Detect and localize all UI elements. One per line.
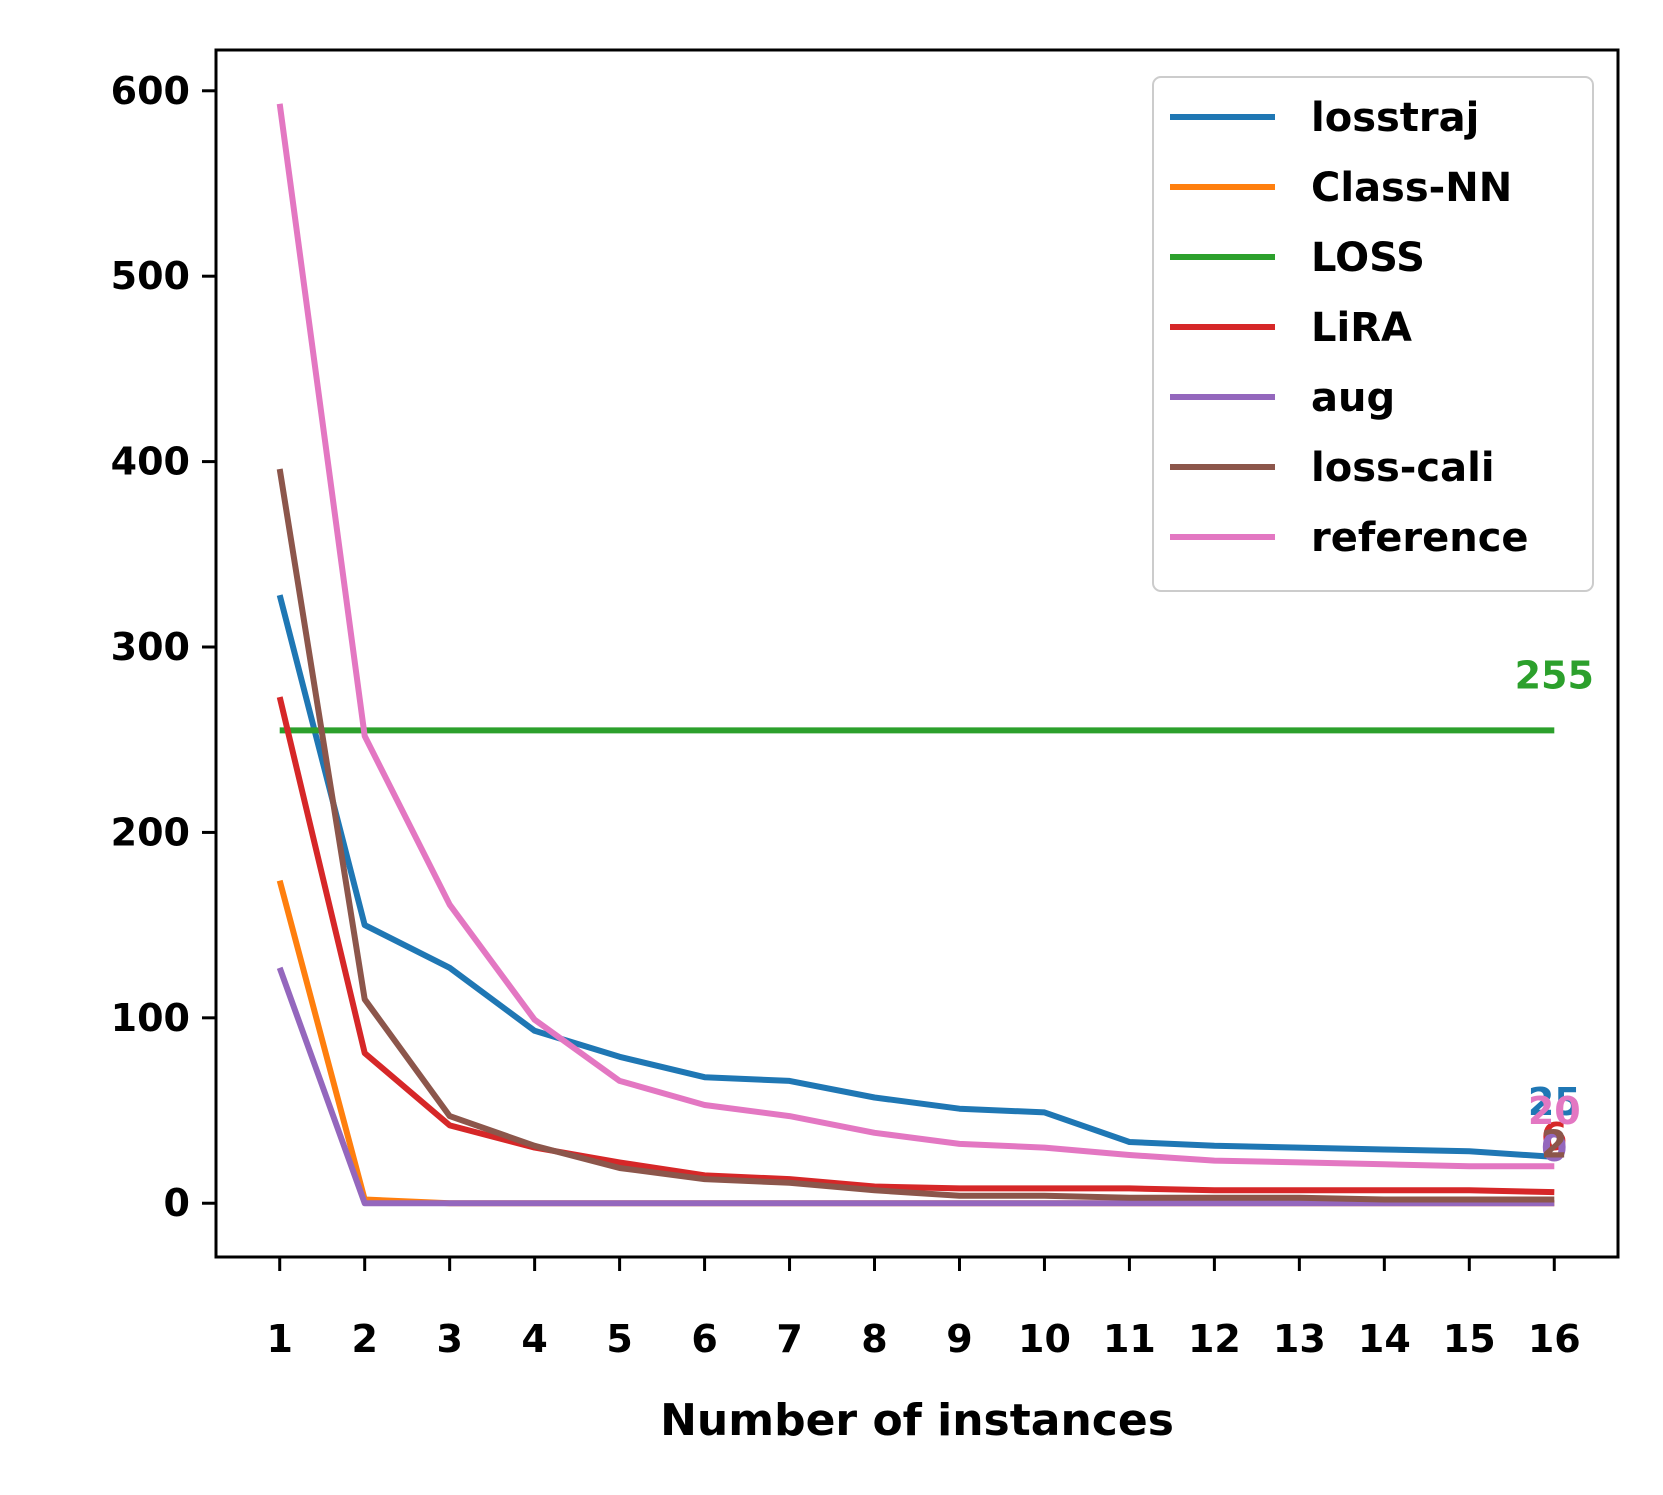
- plot-area-frame: [214, 48, 1620, 1259]
- x-tick-label: 10: [1018, 1317, 1071, 1361]
- x-tick-label: 14: [1358, 1317, 1411, 1361]
- y-tick-label: 0: [164, 1181, 190, 1225]
- series-line-lira: [276, 696, 1555, 1196]
- legend-label-losstraj: losstraj: [1311, 95, 1479, 141]
- legend-label-loss: LOSS: [1311, 235, 1425, 281]
- end-label-losstraj: 25: [1528, 1080, 1581, 1124]
- y-tick-label: 100: [111, 996, 190, 1040]
- y-tick-label: 200: [111, 810, 190, 854]
- series-line-loss-cali: [276, 468, 1555, 1203]
- end-label-lira: 6: [1541, 1115, 1567, 1159]
- legend: losstraj Class-NN LOSS LiRA aug loss-cali refe…: [1152, 76, 1594, 592]
- x-tick-label: 13: [1273, 1317, 1326, 1361]
- legend-label-aug: aug: [1311, 375, 1395, 421]
- series-line-aug: [276, 966, 1555, 1207]
- series-lines: [276, 103, 1555, 1207]
- x-tick-label: 11: [1103, 1317, 1156, 1361]
- legend-label-lira: LiRA: [1311, 305, 1412, 351]
- end-label-aug: 0: [1541, 1126, 1567, 1170]
- y-tick-label: 500: [111, 254, 190, 298]
- x-axis: 1 2 3 4 5 6 7 8 9 10 11 12 13 14 15 16: [267, 1257, 1581, 1361]
- y-tick-label: 600: [111, 69, 190, 113]
- x-tick-label: 15: [1443, 1317, 1496, 1361]
- x-tick-label: 12: [1188, 1317, 1241, 1361]
- x-tick-label: 9: [946, 1317, 972, 1361]
- x-tick-label: 5: [606, 1317, 632, 1361]
- x-tick-label: 2: [351, 1317, 377, 1361]
- end-label-loss: 255: [1515, 653, 1594, 697]
- y-tick-label: 400: [111, 440, 190, 484]
- series-line-losstraj: [276, 594, 1555, 1160]
- x-tick-label: 8: [861, 1317, 887, 1361]
- series-line-reference: [276, 103, 1555, 1170]
- x-tick-label: 4: [521, 1317, 547, 1361]
- y-tick-label: 300: [111, 625, 190, 669]
- x-tick-label: 1: [267, 1317, 293, 1361]
- legend-label-class-nn: Class-NN: [1311, 165, 1512, 211]
- x-tick-label: 6: [691, 1317, 717, 1361]
- x-tick-label: 7: [776, 1317, 802, 1361]
- legend-label-loss-cali: loss-cali: [1311, 445, 1495, 491]
- legend-label-reference: reference: [1311, 515, 1529, 561]
- x-axis-title: Number of instances: [660, 1395, 1174, 1446]
- x-tick-label: 3: [436, 1317, 462, 1361]
- end-label-loss-cali: 2: [1541, 1123, 1567, 1167]
- y-axis: 0 100 200 300 400 500 600: [111, 69, 216, 1225]
- x-tick-label: 16: [1528, 1317, 1581, 1361]
- end-label-reference: 20: [1528, 1089, 1581, 1133]
- legend-box: [1152, 76, 1594, 592]
